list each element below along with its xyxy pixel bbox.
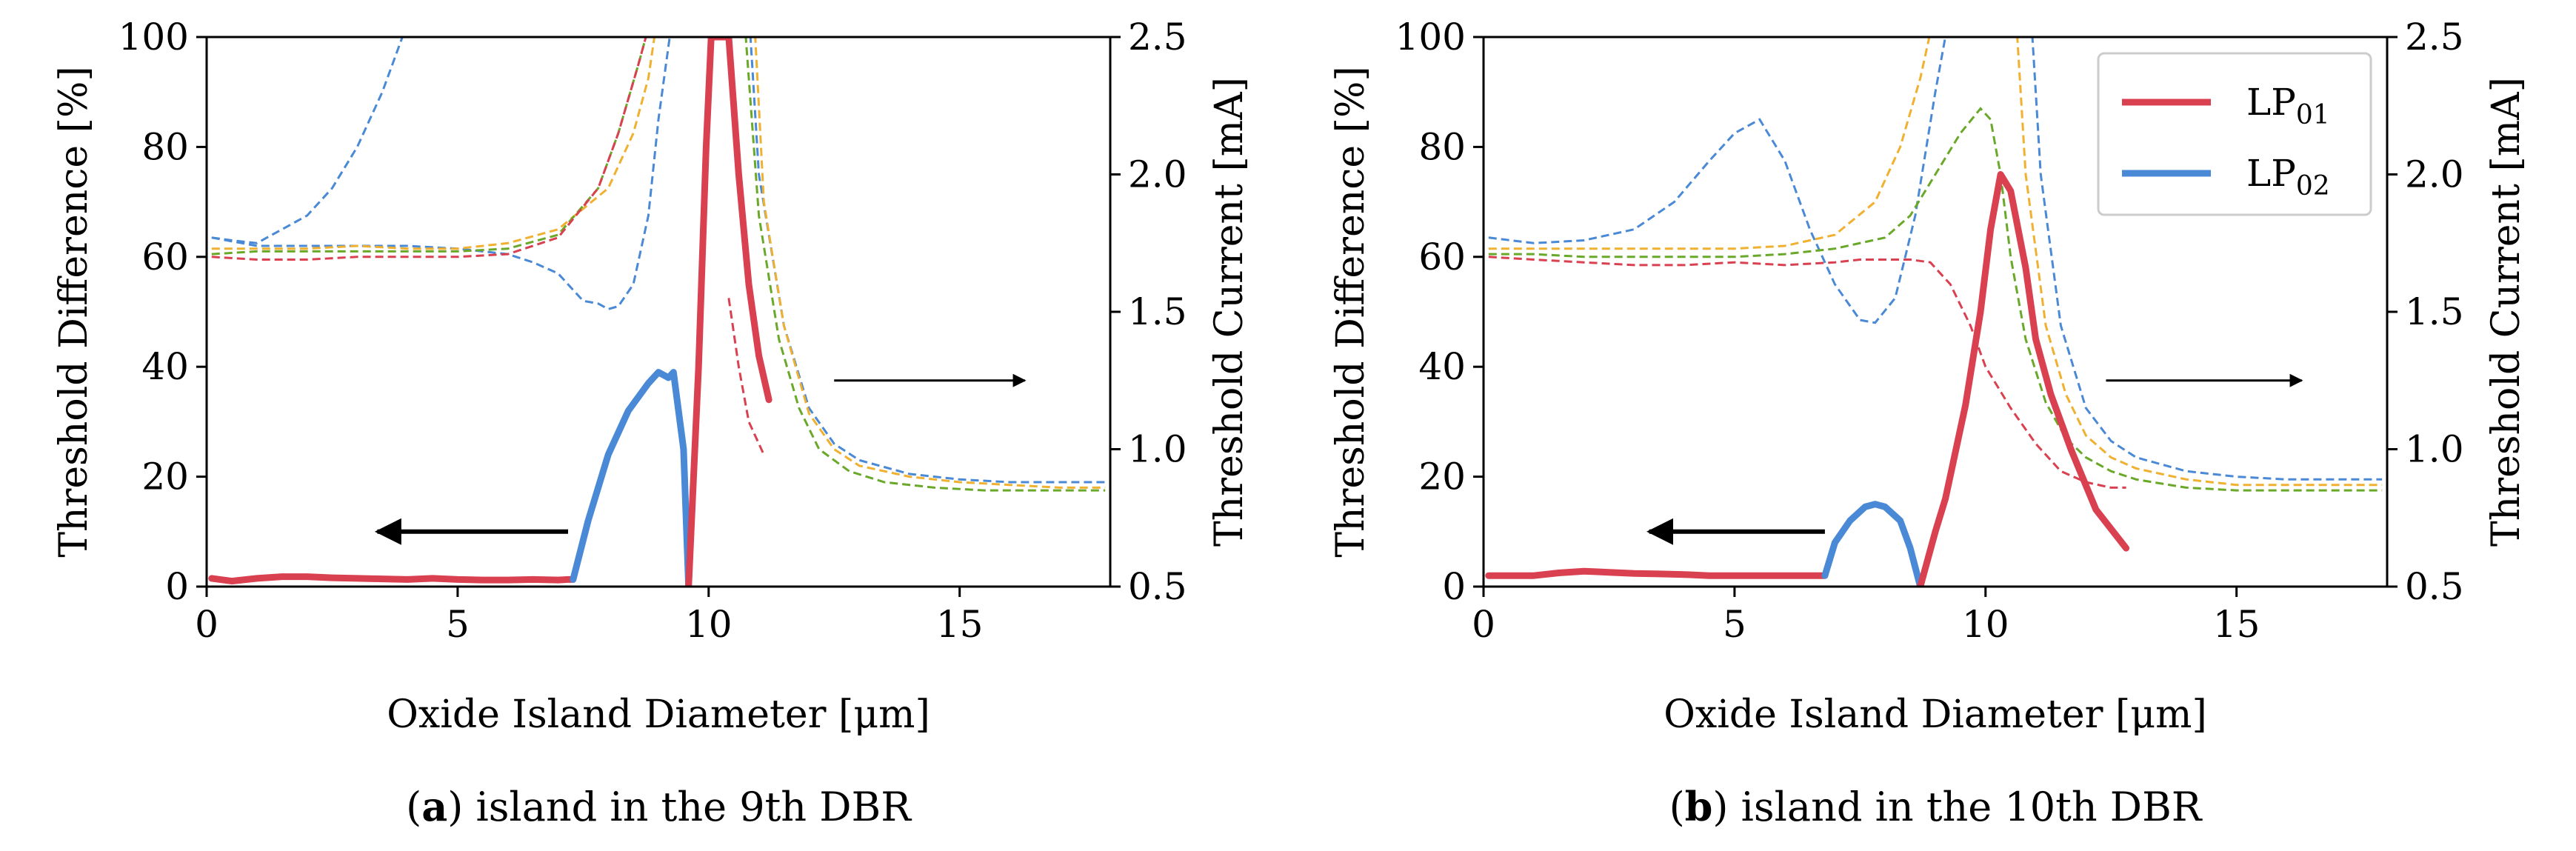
threshold-difference-line-lp02 (570, 369, 693, 587)
threshold-current-line (2031, 37, 2383, 481)
y-right-tick-label: 1.5 (2405, 290, 2464, 333)
chart-panel-a: 0 5 10 15 0 20 40 60 80 100 0.5 1.0 1.5 2.0 2.5 Oxide I… (52, 16, 1252, 830)
y-right-axis-label: Threshold Current [mA] (2484, 77, 2529, 547)
threshold-difference-line-lp02 (1821, 501, 1924, 587)
y-left-tick-label: 0 (1442, 565, 1466, 608)
legend-label-main: LP (2246, 81, 2296, 124)
threshold-difference-line-lp01 (208, 573, 577, 585)
y-left-tick-label: 60 (141, 236, 189, 278)
threshold-difference-line-lp01 (1917, 171, 2130, 587)
y-right-tick-label: 1.5 (1128, 290, 1187, 333)
caption-text: ) island in the 10th DBR (1712, 784, 2202, 830)
threshold-current-line (1488, 37, 1947, 324)
x-tick-label: 5 (446, 603, 470, 646)
legend-label-sub: 02 (2296, 171, 2330, 201)
legend-label: LP01 (2246, 81, 2330, 130)
x-tick-label: 15 (936, 603, 984, 646)
y-left-axis-label: Threshold Difference [%] (1329, 66, 1373, 557)
y-left-tick-label: 80 (1418, 125, 1466, 168)
y-left-tick-label: 40 (141, 345, 189, 388)
threshold-difference-line-lp01 (1485, 567, 1829, 579)
y-left-tick-label: 80 (141, 125, 189, 168)
caption-open: ( (1669, 784, 1685, 830)
y-left-axis-label: Threshold Difference [%] (52, 66, 96, 557)
x-tick-label: 15 (2213, 603, 2260, 646)
threshold-current-line (754, 37, 1106, 489)
x-tick-label: 10 (685, 603, 733, 646)
threshold-current-line (1488, 256, 2126, 489)
y-left-tick-label: 20 (1418, 455, 1466, 498)
y-left-tick-label: 20 (141, 455, 189, 498)
threshold-current-line (211, 37, 404, 244)
plot-area (1485, 37, 2383, 587)
caption-tag: b (1685, 783, 1713, 830)
caption-open: ( (406, 784, 421, 830)
subfigure-caption: (b) island in the 10th DBR (1669, 783, 2203, 830)
x-tick-label: 0 (1472, 603, 1495, 646)
threshold-current-line (744, 37, 1106, 492)
threshold-current-line (1488, 107, 2383, 492)
caption-text: ) island in the 9th DBR (447, 784, 912, 830)
caption-tag: a (421, 783, 447, 830)
y-right-tick-label: 2.0 (1128, 153, 1187, 196)
y-right-tick-label: 1.0 (1128, 428, 1187, 471)
y-left-tick-label: 100 (119, 16, 189, 59)
y-right-tick-label: 1.0 (2405, 428, 2464, 471)
subfigure-caption: (a) island in the 9th DBR (406, 783, 912, 830)
threshold-current-line (211, 37, 671, 310)
y-right-tick-label: 0.5 (1128, 565, 1187, 608)
y-left-tick-label: 60 (1418, 236, 1466, 278)
y-right-axis-label: Threshold Current [mA] (1207, 77, 1252, 547)
x-tick-label: 10 (1962, 603, 2009, 646)
x-axis-label: Oxide Island Diameter [μm] (1664, 693, 2206, 737)
threshold-current-line (727, 298, 765, 455)
y-left-tick-label: 40 (1418, 345, 1466, 388)
y-right-tick-label: 2.5 (2405, 16, 2464, 59)
y-left-tick-label: 0 (165, 565, 189, 608)
plot-area (208, 37, 1106, 587)
legend-label-sub: 01 (2296, 100, 2330, 130)
x-tick-label: 5 (1723, 603, 1746, 646)
threshold-current-line (211, 37, 656, 250)
y-right-tick-label: 0.5 (2405, 565, 2464, 608)
y-right-tick-label: 2.5 (1128, 16, 1187, 59)
x-tick-label: 0 (195, 603, 218, 646)
threshold-current-line (2016, 37, 2383, 487)
y-right-tick-label: 2.0 (2405, 153, 2464, 196)
threshold-current-line (211, 37, 647, 261)
legend-box (2097, 52, 2372, 216)
x-axis-label: Oxide Island Diameter [μm] (387, 693, 930, 737)
threshold-current-line (211, 37, 647, 256)
threshold-current-line (1488, 37, 1931, 250)
legend-label-main: LP (2246, 152, 2296, 195)
legend-label: LP02 (2246, 152, 2330, 201)
threshold-current-line (749, 37, 1106, 484)
y-left-tick-label: 100 (1395, 16, 1466, 59)
threshold-difference-line-lp01 (685, 37, 773, 587)
